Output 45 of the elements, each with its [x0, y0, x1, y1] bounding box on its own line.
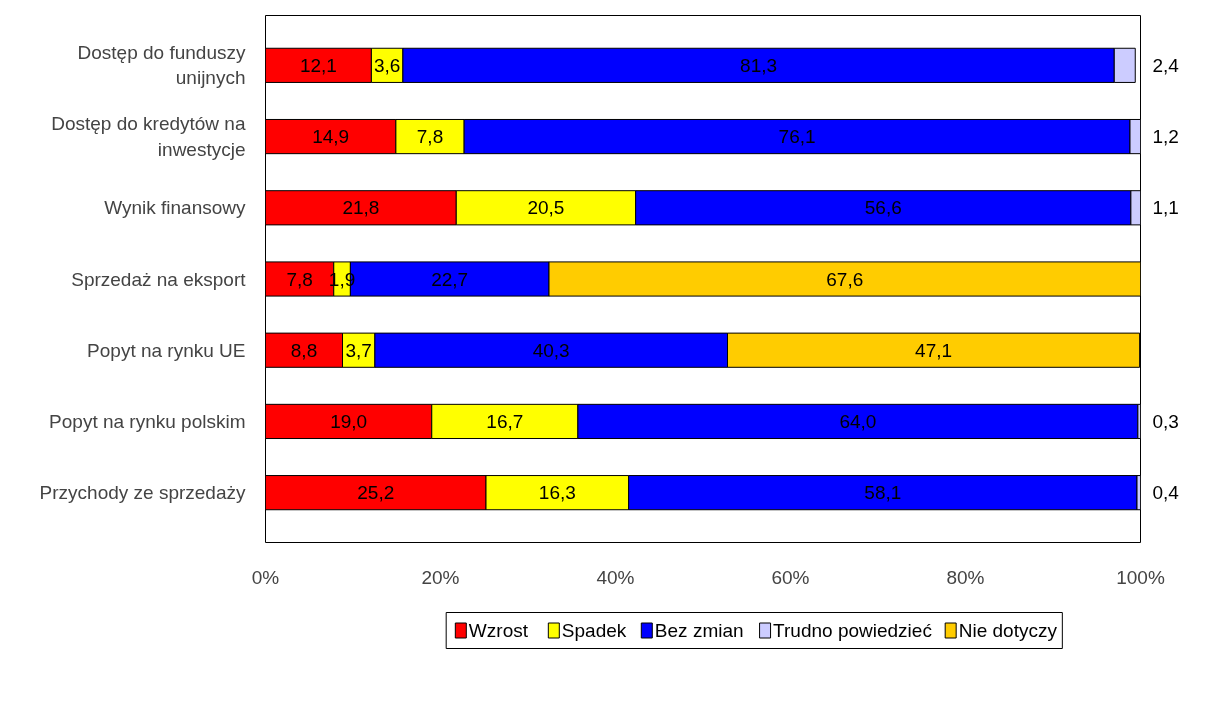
data-label: 3,7 [345, 339, 372, 361]
data-label: 1,2 [1152, 126, 1179, 148]
y-tick-label: Popyt na rynku UE [87, 339, 246, 361]
data-label: 14,9 [312, 126, 350, 148]
legend-label: Spadek [561, 620, 627, 641]
data-label: 25,2 [357, 482, 395, 504]
y-tick-label: Dostęp do kredytów na inwestycje [51, 113, 246, 160]
data-label: 12,1 [299, 54, 337, 76]
x-tick-label: 40% [596, 566, 635, 588]
y-tick-label: Wynik finansowy [104, 197, 246, 219]
data-label: 16,3 [538, 482, 576, 504]
data-label: 7,8 [416, 126, 444, 148]
data-label: 64,0 [839, 410, 877, 432]
data-label: 67,6 [826, 268, 864, 290]
data-label: 16,7 [486, 410, 524, 432]
data-label: 47,1 [915, 339, 953, 361]
y-tick-label: Popyt na rynku polskim [49, 410, 246, 432]
legend-label: Wzrost [468, 620, 529, 641]
data-label: 3,6 [373, 54, 401, 76]
data-label: 22,7 [431, 268, 469, 290]
legend-label: Bez zmian [654, 620, 744, 641]
y-tick-label: Dostęp do funduszy unijnych [77, 42, 246, 89]
x-tick-label: 60% [771, 566, 810, 588]
data-label: 8,8 [290, 339, 318, 361]
x-tick-label: 0% [251, 566, 280, 588]
data-label: 58,1 [864, 482, 902, 504]
y-tick-label: Sprzedaż na eksport [71, 268, 247, 290]
data-label: 76,1 [778, 126, 816, 148]
legend-label: Trudno powiedzieć [773, 620, 932, 641]
x-tick-label: 100% [1116, 566, 1165, 588]
data-label: 19,0 [330, 410, 368, 432]
x-tick-label: 80% [946, 566, 985, 588]
data-label: 1,1 [1152, 197, 1179, 219]
data-label: 56,6 [864, 197, 902, 219]
data-label: 0,3 [1152, 410, 1179, 432]
data-label: 81,3 [740, 54, 778, 76]
data-label: 40,3 [532, 339, 570, 361]
data-label: 21,8 [342, 197, 380, 219]
legend-label: Nie dotyczy [958, 620, 1058, 641]
y-tick-label: Przychody ze sprzedaży [39, 482, 246, 504]
data-label: 0,4 [1152, 482, 1180, 504]
data-label: 7,8 [286, 268, 313, 290]
data-label: 2,4 [1152, 54, 1180, 76]
data-label: 20,5 [527, 197, 565, 219]
x-tick-label: 20% [421, 566, 460, 588]
